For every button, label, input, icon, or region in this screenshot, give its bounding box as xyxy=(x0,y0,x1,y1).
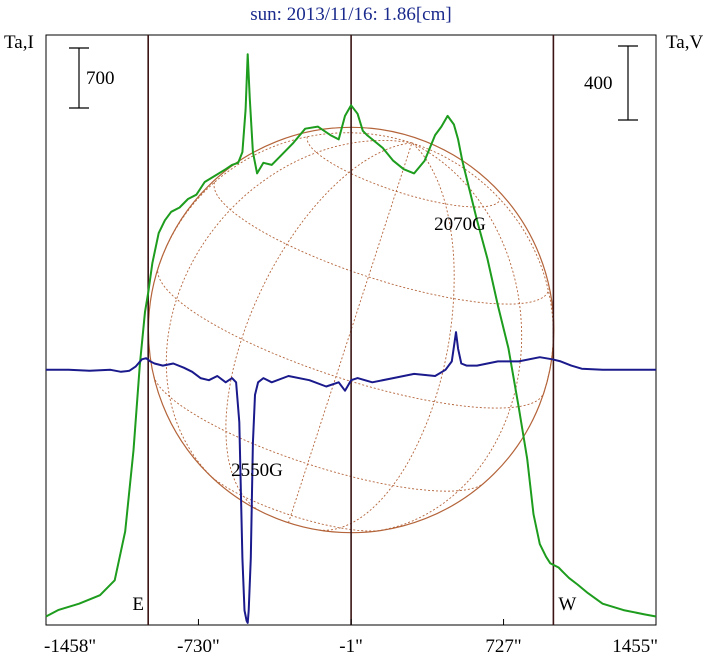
limb-label-e: E xyxy=(132,594,144,615)
meridian-line xyxy=(369,142,523,533)
x-tick-label: -1458" xyxy=(44,636,96,657)
x-tick-layer: -1458" -730" -1" 727" 1455" xyxy=(44,619,658,657)
series-layer xyxy=(45,53,657,624)
right-axis-label: Ta,V xyxy=(666,32,703,53)
meridian-line xyxy=(318,142,455,531)
x-tick-label: 1455" xyxy=(612,636,658,657)
x-tick-label: -730" xyxy=(177,636,220,657)
intensity-scale-bar: 700 xyxy=(69,47,115,109)
limb-label-w: W xyxy=(558,594,576,615)
x-tick-label: 727" xyxy=(485,636,521,657)
parallel-line xyxy=(213,182,549,305)
meridian-line xyxy=(165,139,412,483)
parallel-line xyxy=(157,267,545,409)
field-annotation-2550G: 2550G xyxy=(231,460,283,481)
polarization-series-line xyxy=(46,331,656,624)
intensity-series-line xyxy=(45,53,657,618)
polarization-scale-label: 400 xyxy=(584,73,613,94)
annotation-layer: 2550G 2070G xyxy=(231,214,486,481)
meridian-line xyxy=(288,142,413,523)
intensity-scale-label: 700 xyxy=(86,68,115,89)
parallel-line xyxy=(208,474,381,532)
field-annotation-2070G: 2070G xyxy=(434,214,486,235)
parallel-line xyxy=(153,376,484,492)
chart-title: sun: 2013/11/16: 1.86[cm] xyxy=(250,4,451,25)
parallel-line xyxy=(306,136,501,208)
polarization-scale-bar: 400 xyxy=(584,45,638,121)
x-tick-label: -1" xyxy=(339,636,363,657)
meridian-line xyxy=(411,142,554,393)
meridian-line xyxy=(225,142,412,512)
left-axis-label: Ta,I xyxy=(4,32,34,53)
meridian-line xyxy=(157,132,413,268)
